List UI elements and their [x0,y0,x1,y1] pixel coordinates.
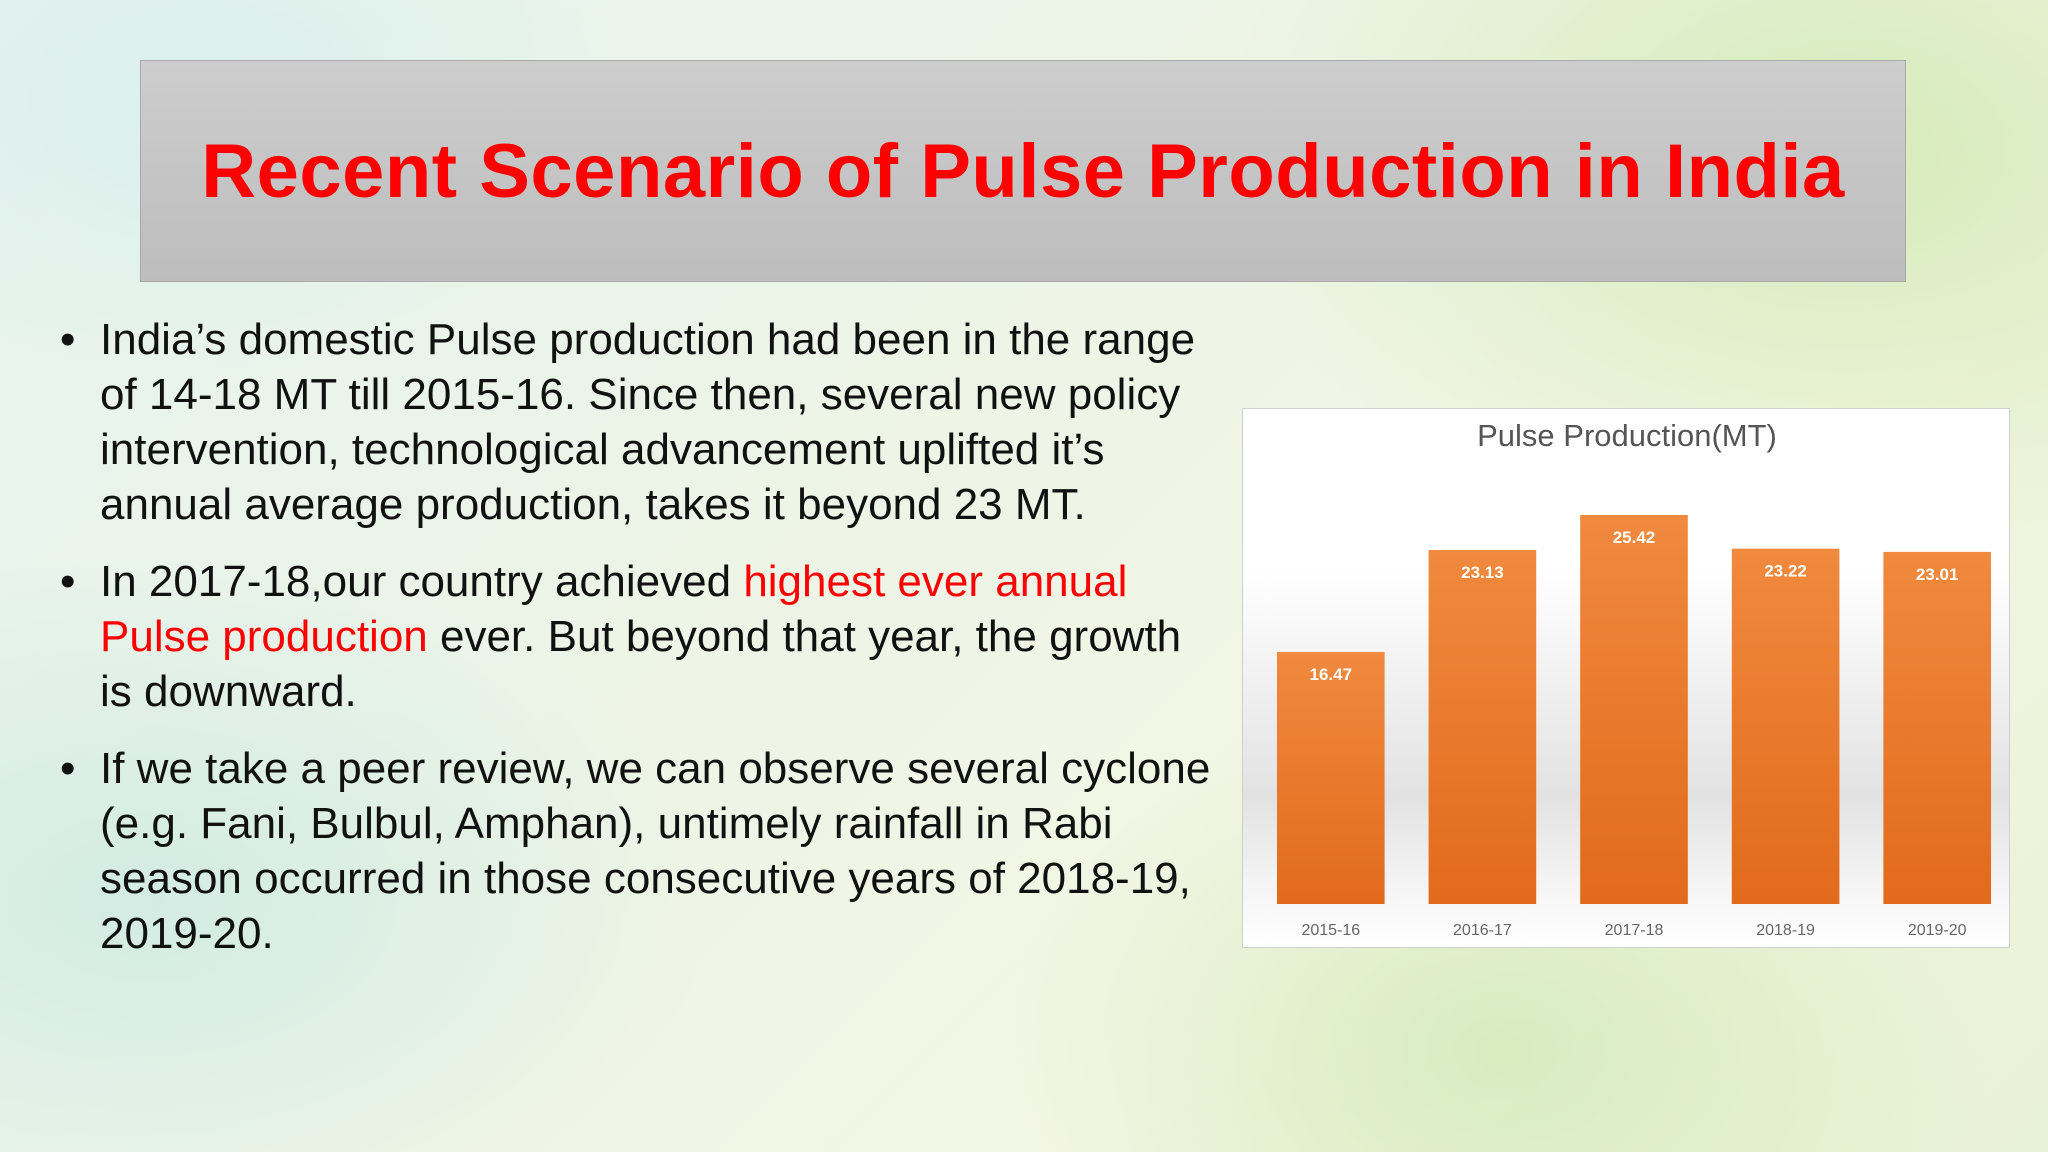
x-tick-label: 2017-18 [1605,922,1664,939]
data-label: 23.01 [1916,565,1959,584]
bar-2019-20 [1883,551,1992,904]
data-label: 16.47 [1310,665,1353,684]
bullet-list: India’s domestic Pulse production had be… [56,312,1216,983]
x-tick-label: 2018-19 [1756,922,1815,939]
x-tick-label: 2015-16 [1301,922,1360,939]
bullet-item: India’s domestic Pulse production had be… [56,312,1216,532]
bar-2018-19 [1731,548,1840,904]
data-label: 23.13 [1461,563,1504,582]
bullet-text: India’s domestic Pulse production had be… [100,315,1196,529]
data-label: 23.22 [1764,562,1807,581]
data-label: 25.42 [1613,528,1656,547]
bullet-text: In 2017-18,our country achieved [100,557,744,606]
bullet-text: ever. But beyond that year, the growth i… [100,612,1182,716]
bar-2016-17 [1428,550,1537,904]
bar-2015-16 [1276,651,1385,904]
bar-chart: Pulse Production(MT) 16.47 2015-16 23.13 20… [1276,418,1992,939]
x-tick-label: 2016-17 [1453,922,1512,939]
slide-title: Recent Scenario of Pulse Production in I… [201,128,1845,214]
bullet-item: In 2017-18,our country achieved highest … [56,554,1216,719]
x-tick-label: 2019-20 [1908,922,1967,939]
chart-title: Pulse Production(MT) [1477,418,1777,453]
bullet-highlight: highest ever annual Pulse production [100,557,1128,661]
bullet-item: If we take a peer review, we can observe… [56,741,1216,961]
bar-2017-18 [1580,515,1688,904]
title-banner: Recent Scenario of Pulse Production in I… [140,60,1906,282]
bullet-text: If we take a peer review, we can observe… [100,744,1211,958]
chart-panel: Pulse Production(MT) 16.47 2015-16 23.13 20… [1242,408,2010,948]
